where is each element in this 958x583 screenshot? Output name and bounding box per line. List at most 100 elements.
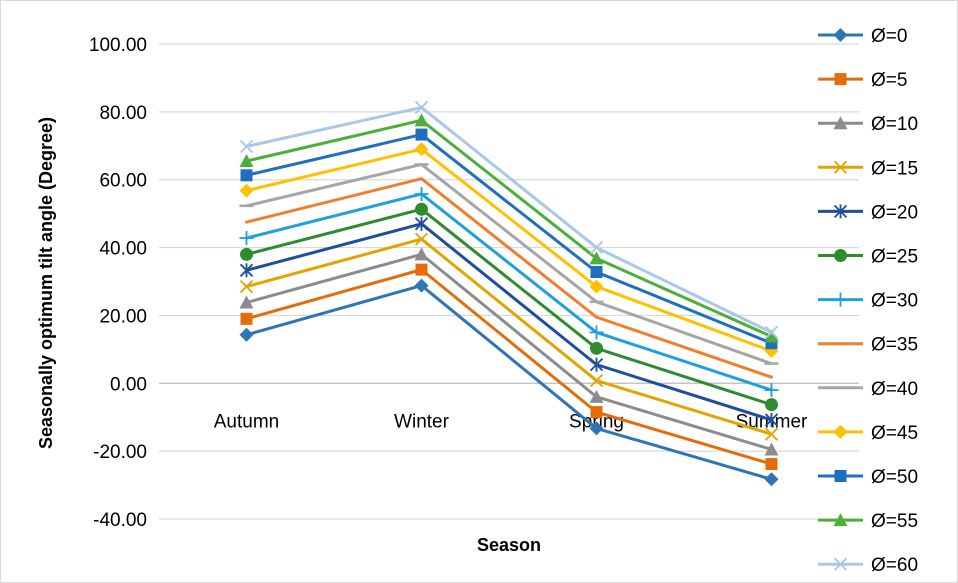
data-point [589,279,604,294]
data-point [595,315,598,319]
legend-marker [833,424,848,439]
data-point [414,100,429,115]
series-line [246,207,772,407]
legend-marker [834,249,847,262]
legend-label: Ø=35 [871,335,918,356]
series-2 [239,247,779,456]
y-tick-label: -40.00 [93,510,147,531]
data-point [239,327,254,342]
series-line [246,162,772,366]
x-category-label: Autumn [214,411,279,432]
data-point [764,383,779,398]
series-1 [240,263,778,471]
data-point [764,329,779,343]
data-point [415,202,428,216]
legend-entry: Ø=60 [818,555,918,576]
series-9 [239,142,779,359]
legend-label: Ø=40 [871,379,918,400]
series-line [246,222,772,422]
data-point [589,251,604,265]
legend-label: Ø=10 [871,114,918,135]
legend-entry: Ø=20 [818,202,918,223]
legend-label: Ø=30 [871,291,918,312]
data-point [239,139,254,154]
legend-label: Ø=55 [871,511,918,532]
data-point [239,295,254,309]
y-tick-label: -20.00 [93,442,147,463]
legend-marker [833,116,848,130]
data-point [764,412,779,427]
data-point [239,183,254,198]
x-category-label: Winter [394,411,450,432]
legend-label: Ø=25 [871,247,918,268]
series-line [246,118,773,338]
series-line [246,177,772,379]
y-tick-label: 0.00 [110,374,147,395]
y-tick-label: 80.00 [99,103,147,124]
series-6 [239,186,779,398]
legend-label: Ø=45 [871,423,918,444]
legend-entry: Ø=45 [818,423,918,444]
legend-label: Ø=5 [871,70,907,91]
data-point [415,128,428,141]
legend-entry: Ø=30 [818,291,918,312]
data-point [239,154,254,168]
y-tick-label: 100.00 [89,35,147,56]
data-point [414,278,429,293]
data-point [590,266,603,278]
series-0 [239,278,779,487]
data-point [420,177,423,181]
series-lines [239,100,779,487]
legend-entry: Ø=5 [818,70,907,91]
legend-entry: Ø=40 [818,379,918,400]
data-point [240,312,253,325]
y-tick-label: 20.00 [99,306,147,327]
data-point [414,186,429,201]
legend-entry: Ø=50 [818,467,918,488]
data-point [590,341,603,355]
data-point [764,442,779,456]
legend-marker [833,204,848,219]
data-point [239,279,254,294]
data-point [414,216,429,231]
data-point [765,458,778,471]
legend-marker [834,73,847,86]
legend-label: Ø=50 [871,467,918,488]
y-axis-title: Seasonally optimum tilt angle (Degree) [36,117,56,449]
data-point [589,357,604,372]
series-11 [239,113,779,343]
legend-entry: Ø=25 [818,247,918,268]
legend-label: Ø=0 [871,26,907,47]
series-line [246,237,772,436]
data-point [764,325,779,340]
legend-marker [833,557,848,571]
data-point [414,113,429,127]
series-5 [240,202,778,412]
legend-label: Ø=60 [871,555,918,576]
series-line [246,284,772,481]
data-point [414,232,429,246]
series-line [246,147,773,353]
legend-label: Ø=20 [871,202,918,223]
legend-marker [833,292,848,307]
data-point [764,427,779,441]
data-point [240,247,253,261]
series-line [246,192,772,392]
data-point [240,169,253,182]
series-line [246,105,773,334]
data-point [415,263,428,276]
x-axis-title: Season [477,535,541,555]
series-line [246,268,772,466]
series-line [246,133,773,345]
y-tick-label: 60.00 [99,171,147,192]
series-7 [245,177,773,379]
series-4 [239,216,779,427]
series-10 [240,128,778,350]
legend-marker [833,28,848,42]
legend-entry: Ø=35 [818,335,918,356]
series-12 [239,100,779,340]
legend-marker [834,470,847,482]
data-point [589,389,604,403]
